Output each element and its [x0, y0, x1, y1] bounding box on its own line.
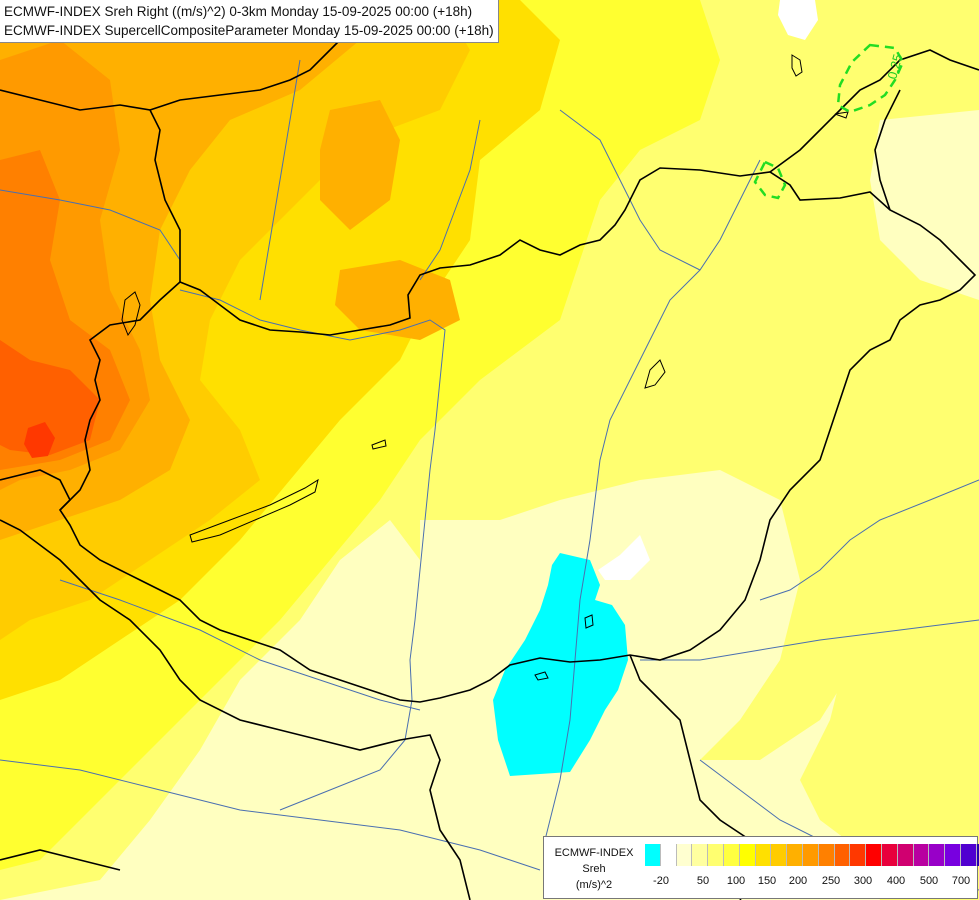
color-legend: ECMWF-INDEX Sreh (m/s)^2 -20 50 100 150 200 2…	[543, 836, 979, 899]
river-danube	[179, 289, 446, 811]
border-south	[0, 849, 121, 871]
legend-swatch	[771, 844, 788, 866]
legend-tick-label: 100	[726, 875, 746, 887]
lake-small-1	[371, 439, 387, 450]
legend-swatch	[723, 844, 740, 866]
legend-tick-label: 400	[886, 875, 906, 887]
shade-orange-patch	[320, 100, 400, 230]
legend-swatch	[645, 844, 661, 866]
river-sava	[0, 759, 541, 871]
scp-contour-northeast	[836, 43, 905, 114]
legend-swatch	[708, 844, 724, 866]
title-line-scp: ECMWF-INDEX SupercellCompositeParameter …	[4, 23, 494, 38]
river-west	[0, 189, 181, 261]
legend-tick-label: 50	[696, 875, 710, 887]
border-hungary	[58, 167, 977, 703]
legend-swatch	[881, 844, 898, 866]
scp-contours	[753, 43, 905, 200]
border-austria-slovakia	[0, 89, 181, 282]
legend-tick-label: 200	[788, 875, 808, 887]
legend-tick-label: 250	[821, 875, 841, 887]
legend-tick-label: 500	[919, 875, 939, 887]
shade-white-north	[778, 0, 818, 40]
legend-tick-label: 150	[757, 875, 777, 887]
border-slovakia-ukraine	[769, 49, 979, 173]
legend-swatch	[960, 844, 977, 866]
legend-swatch	[676, 844, 693, 866]
legend-swatch	[834, 844, 851, 866]
legend-swatch	[755, 844, 772, 866]
shade-deep-red-orange	[0, 340, 100, 455]
lake-small-6	[534, 671, 549, 681]
rivers	[0, 59, 979, 891]
legend-swatch	[802, 844, 819, 866]
map-title-box: ECMWF-INDEX Sreh Right ((m/s)^2) 0-3km M…	[0, 0, 499, 43]
lake-small-3	[834, 111, 849, 119]
river-drava	[59, 579, 421, 711]
river-east	[759, 479, 979, 601]
legend-swatch	[913, 844, 930, 866]
legend-param: Sreh	[582, 863, 606, 875]
river-mures	[640, 619, 979, 661]
river-north-a	[259, 59, 301, 301]
river-north-b	[419, 119, 481, 281]
legend-swatch	[945, 844, 961, 866]
legend-swatch	[660, 844, 677, 866]
title-line-sreh: ECMWF-INDEX Sreh Right ((m/s)^2) 0-3km M…	[4, 4, 473, 19]
border-ukraine-romania	[874, 89, 901, 211]
legend-tick-label: 300	[853, 875, 873, 887]
legend-tick-label: -20	[653, 875, 669, 887]
river-tisza	[544, 159, 761, 841]
lake-balaton	[189, 478, 319, 543]
lake-neusiedl	[121, 291, 141, 337]
scp-contour-small	[753, 160, 787, 200]
lake-small-5	[584, 614, 594, 629]
lake-small-4	[644, 359, 666, 389]
lake-small-2	[791, 54, 803, 77]
border-croatia	[0, 519, 471, 900]
legend-swatch	[692, 844, 709, 866]
lakes	[121, 54, 849, 681]
legend-swatch	[787, 844, 803, 866]
shade-red-core	[24, 422, 55, 458]
legend-swatch	[866, 844, 882, 866]
legend-swatch	[929, 844, 946, 866]
shade-white-south	[598, 535, 650, 580]
legend-unit: (m/s)^2	[575, 879, 613, 891]
legend-swatch	[976, 844, 979, 866]
legend-swatches	[645, 844, 979, 866]
legend-swatch	[897, 844, 914, 866]
legend-model: ECMWF-INDEX	[554, 847, 634, 859]
negative-sreh-region	[493, 553, 628, 776]
legend-tick-label: 700	[951, 875, 971, 887]
legend-swatch	[739, 844, 756, 866]
legend-ticks: -20 50 100 150 200 250 300 400 500 700	[645, 875, 975, 891]
scp-contour-label: 0.25	[884, 52, 905, 80]
legend-swatch	[850, 844, 867, 866]
legend-swatch	[818, 844, 835, 866]
border-slovenia	[0, 469, 71, 511]
shade-yellow-east	[800, 380, 979, 900]
legend-title: ECMWF-INDEX Sreh (m/s)^2	[544, 845, 644, 893]
